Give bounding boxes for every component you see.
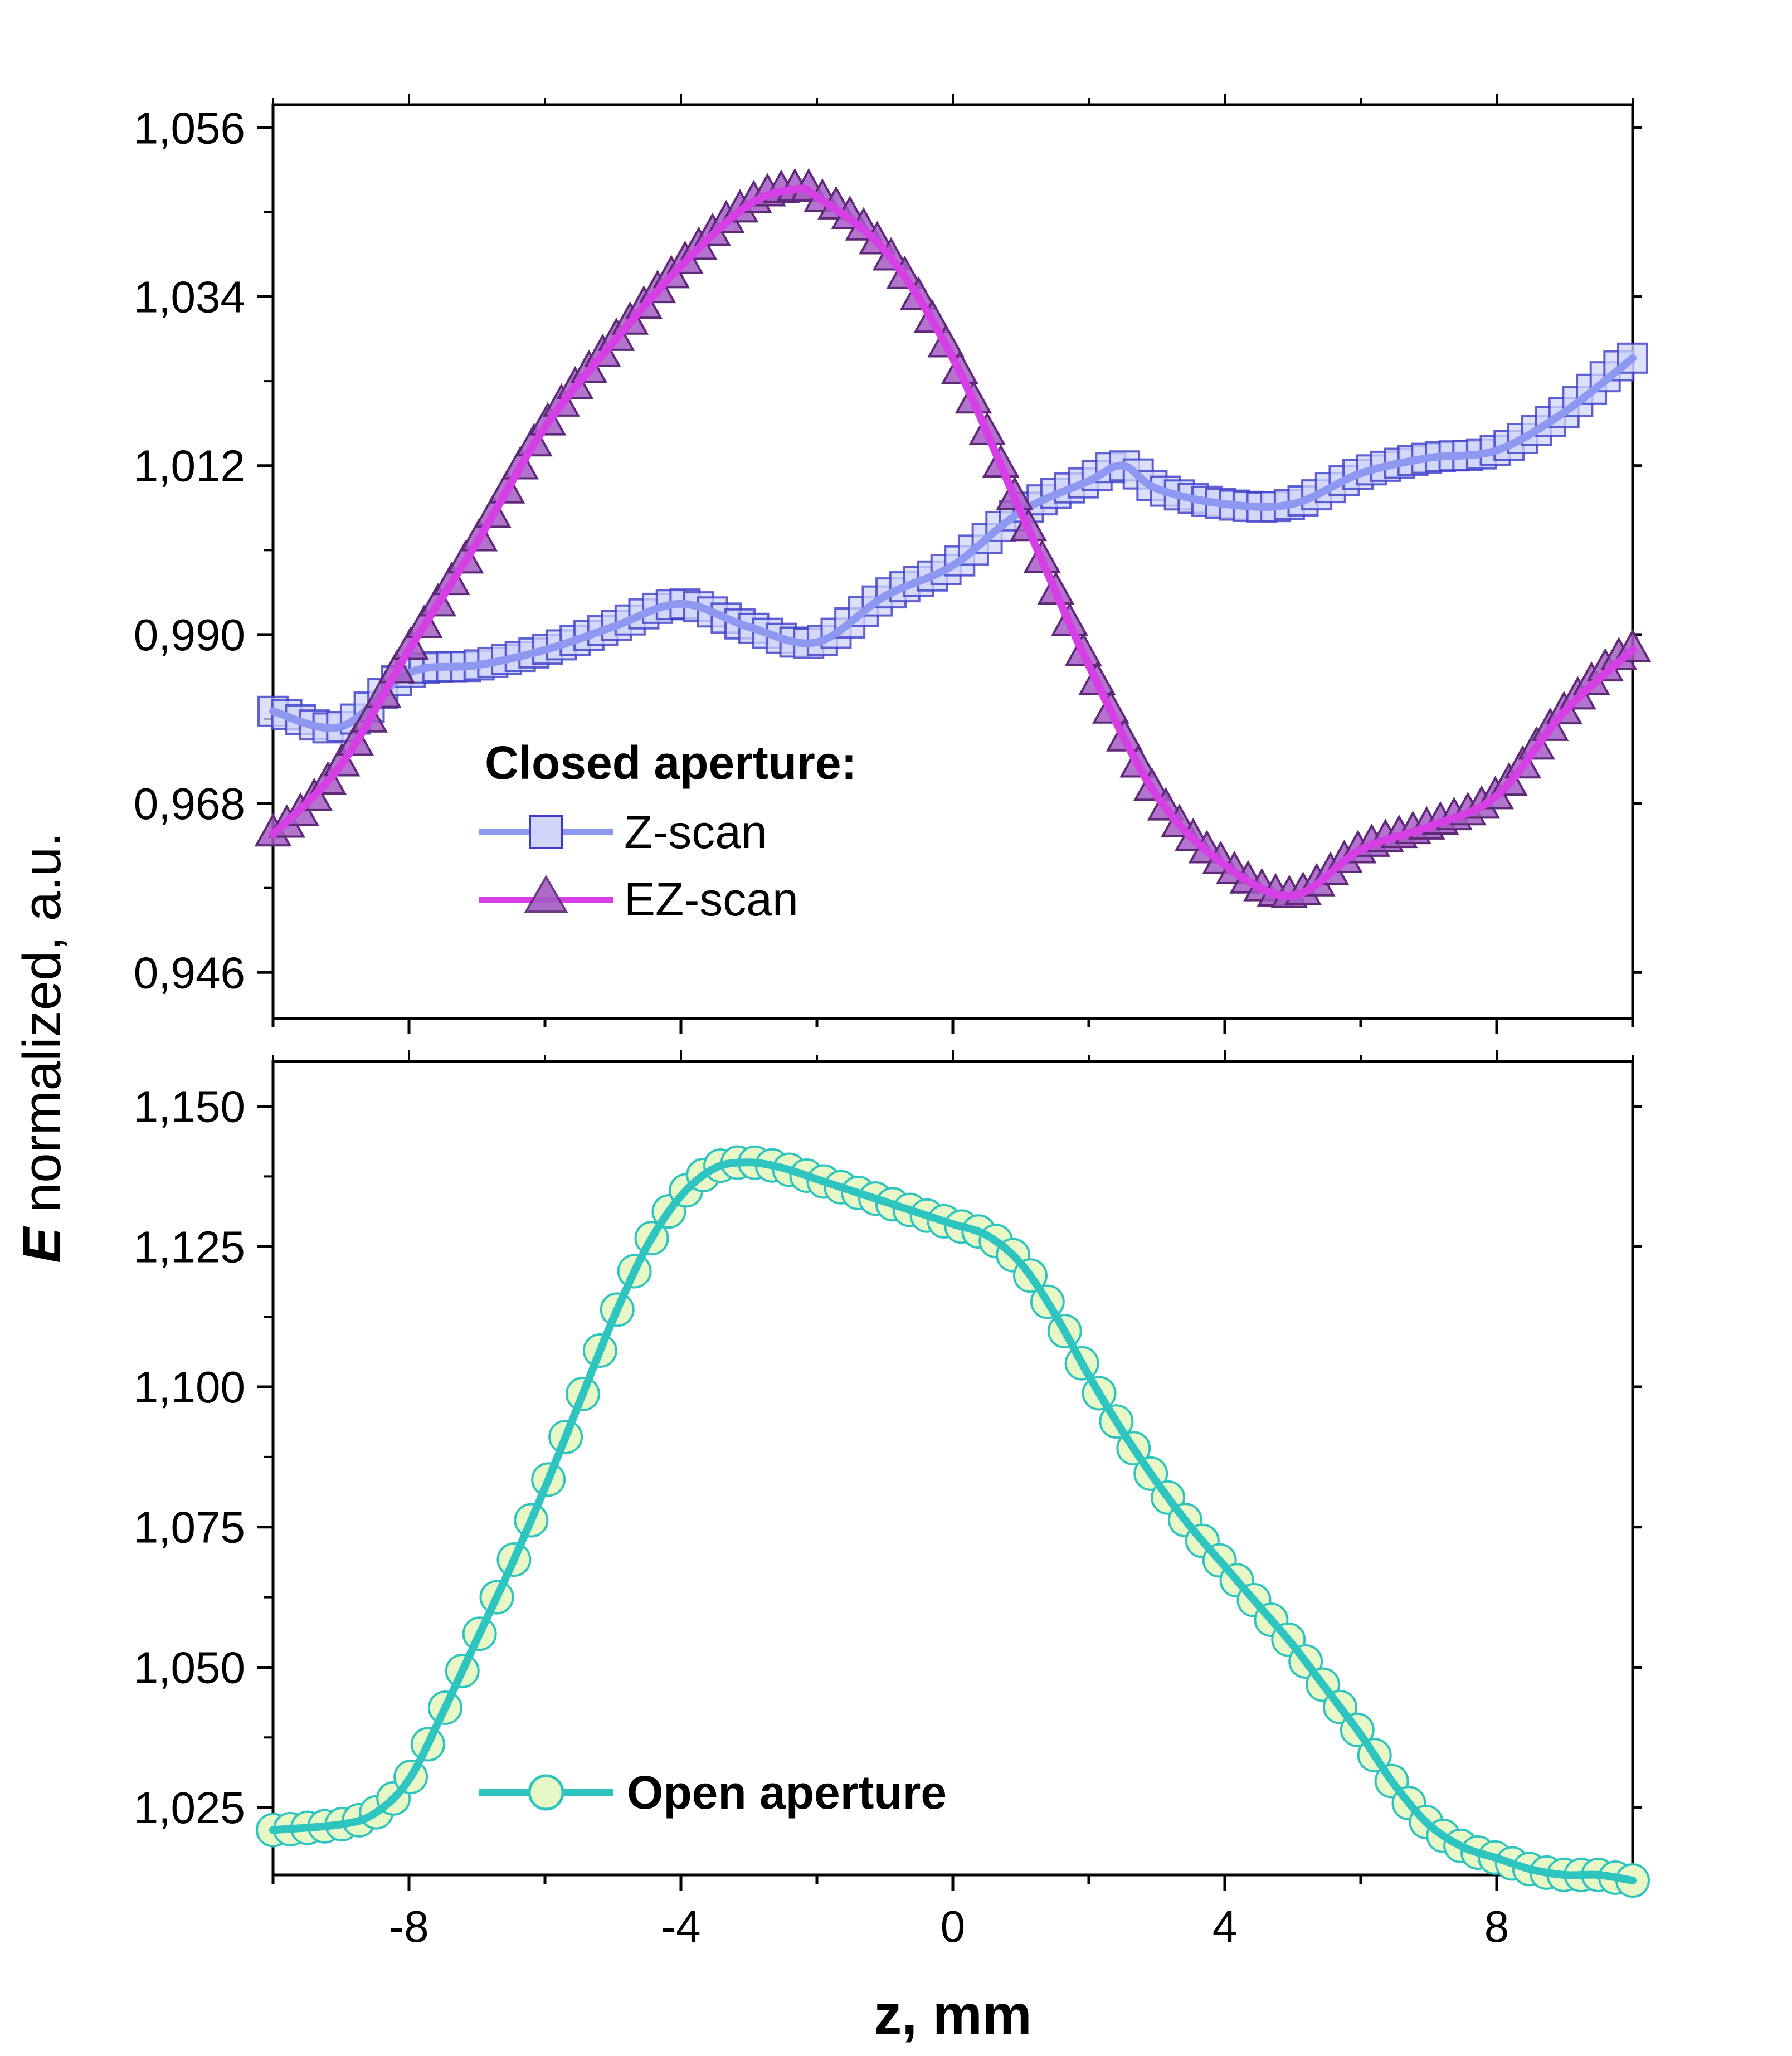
xtick-label: 0 xyxy=(941,1902,966,1951)
bottom-panel: 1,025 1,050 1,075 1,100 1,125 1,150 -8 -4 0 4 8 Op… xyxy=(134,1050,1650,1951)
legend-open-aperture-label: Open aperture xyxy=(627,1766,947,1819)
y-axis-title-bold: E xyxy=(12,1226,72,1263)
top-series-group xyxy=(254,168,1652,908)
legend-ez-scan-label: EZ-scan xyxy=(624,873,798,925)
top-ytick-label: 1,012 xyxy=(134,441,245,491)
bottom-ticks: 1,025 1,050 1,075 1,100 1,125 1,150 -8 -4 0 4 8 xyxy=(134,1050,1642,1951)
xtick-label: 4 xyxy=(1212,1902,1238,1951)
bottom-ytick-label: 1,050 xyxy=(134,1643,245,1692)
top-y-ticks: 0,946 0,968 0,990 1,012 1,034 1,056 xyxy=(134,94,1642,1034)
xtick-label: -4 xyxy=(661,1902,700,1951)
bottom-ytick-label: 1,125 xyxy=(134,1222,245,1271)
top-legend: Closed aperture: Z-scan EZ-scan xyxy=(479,737,857,925)
legend-z-scan-label: Z-scan xyxy=(624,806,767,858)
legend-title-closed-aperture: Closed aperture: xyxy=(485,737,857,789)
x-axis-title: z, mm xyxy=(874,1984,1031,2046)
top-ytick-label: 0,990 xyxy=(134,610,245,660)
xtick-label: 8 xyxy=(1484,1902,1509,1951)
y-axis-title: E normalized, a.u. xyxy=(12,832,72,1263)
legend-entry-ez-scan: EZ-scan xyxy=(479,873,798,925)
top-ytick-label: 1,034 xyxy=(134,272,245,322)
top-ytick-label: 1,056 xyxy=(134,103,245,153)
top-panel: 0,946 0,968 0,990 1,012 1,034 1,056 Closed ap… xyxy=(134,94,1652,1034)
bottom-ytick-label: 1,075 xyxy=(134,1503,245,1552)
legend-open-aperture-marker xyxy=(528,1774,564,1811)
bottom-ytick-label: 1,150 xyxy=(134,1082,245,1132)
open-aperture-line xyxy=(269,1158,1637,1885)
top-ytick-label: 0,968 xyxy=(134,779,245,829)
top-ytick-label: 0,946 xyxy=(134,948,245,997)
legend-ez-scan-marker xyxy=(524,875,568,913)
bottom-ytick-label: 1,025 xyxy=(134,1783,245,1833)
z-scan-line xyxy=(269,354,1637,732)
bottom-ytick-label: 1,100 xyxy=(134,1362,245,1412)
bottom-legend: Open aperture xyxy=(479,1766,947,1819)
legend-z-scan-marker xyxy=(529,815,563,849)
legend-entry-z-scan: Z-scan xyxy=(479,806,767,858)
ez-scan-line xyxy=(269,184,1637,900)
bottom-series-group xyxy=(256,1145,1650,1898)
xtick-label: -8 xyxy=(389,1902,428,1951)
y-axis-title-rest: normalized, a.u. xyxy=(12,832,72,1227)
